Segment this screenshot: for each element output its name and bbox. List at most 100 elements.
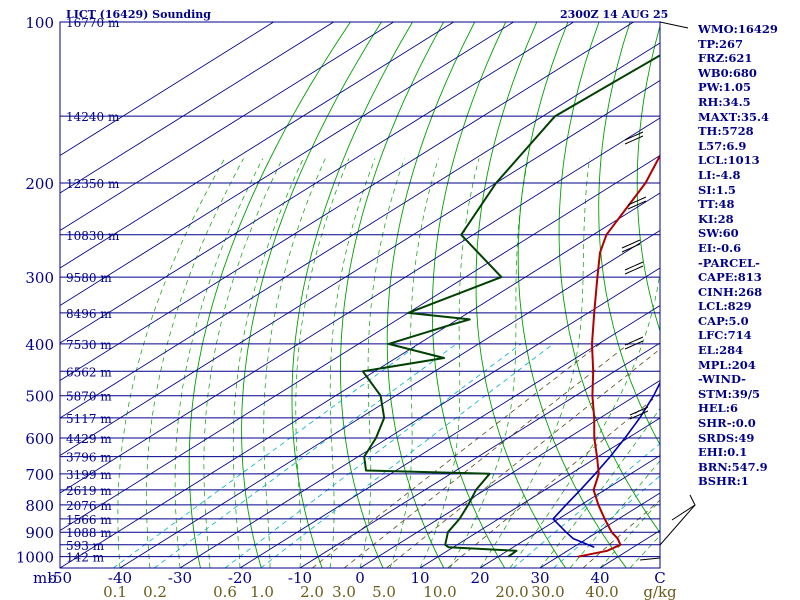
- dry-adiabat-line: [431, 22, 507, 568]
- height-label: 142 m: [66, 551, 105, 565]
- moist-adiabat-line: [449, 158, 529, 568]
- height-label: 16770 m: [66, 16, 120, 30]
- chart-time: 2300Z 14 AUG 25: [560, 8, 669, 21]
- dry-adiabat-line: [475, 22, 566, 568]
- dry-adiabat-line: [241, 22, 382, 568]
- pressure-tick-label: 200: [25, 175, 54, 193]
- indices-panel: WMO:16429 TP:267 FRZ:621 WB0:680 PW:1.05 RH:3…: [698, 22, 798, 489]
- index-value: EHI:0.1: [698, 445, 748, 460]
- moist-adiabat-line: [539, 407, 660, 568]
- index-value: BRN:547.9: [698, 459, 768, 474]
- mixing-ratio-label: 0.6: [213, 583, 237, 600]
- moist-adiabat-line: [599, 500, 660, 568]
- wind-barb: [624, 261, 644, 271]
- pressure-tick-label: 800: [25, 497, 54, 515]
- mixing-ratio-line: [312, 343, 601, 568]
- height-label: 12350 m: [66, 177, 120, 191]
- isotherm-line: [60, 22, 334, 194]
- index-value: WB0:680: [698, 65, 757, 80]
- wind-barb: [671, 494, 696, 521]
- mixing-ratio-label: 2.0: [300, 583, 324, 600]
- isotherm-line: [239, 304, 660, 568]
- isotherm-line: [419, 417, 660, 568]
- wind-barb: [659, 504, 696, 546]
- temperature-tick-label: 40: [590, 569, 609, 587]
- height-label: 2076 m: [66, 499, 112, 513]
- height-label: 3796 m: [66, 451, 112, 465]
- isotherm-line: [479, 454, 660, 568]
- isotherm-line: [60, 22, 394, 232]
- wind-barb: [624, 340, 644, 350]
- dry-adiabat-line: [188, 22, 351, 568]
- wind-barb: [629, 406, 649, 416]
- isotherm-line: [60, 22, 514, 307]
- index-value: TT:48: [698, 197, 735, 212]
- index-value: LCL:829: [698, 299, 752, 314]
- index-value: SW:60: [698, 226, 739, 241]
- mixing-ratio-line: [343, 343, 629, 568]
- index-value: BSHR:1: [698, 474, 749, 489]
- mixing-ratio-line: [386, 348, 660, 568]
- mixing-ratio-label: 1.0: [250, 583, 274, 600]
- moist-adiabat-line: [569, 460, 660, 568]
- index-value: CINH:268: [698, 284, 763, 299]
- moist-adiabat-line: [232, 158, 304, 568]
- index-value: L57:6.9: [698, 138, 747, 153]
- parcel-trace: [552, 381, 660, 548]
- pressure-tick-label: 400: [25, 336, 54, 354]
- index-value: SHR-:0.0: [698, 416, 756, 431]
- temperature-tick-label: -10: [288, 569, 312, 587]
- mixing-ratio-label: 20.0: [495, 583, 528, 600]
- isotherm-line: [60, 22, 574, 344]
- height-label: 9580 m: [66, 271, 112, 285]
- height-label: 6562 m: [66, 365, 112, 379]
- index-value: SRDS:49: [698, 430, 755, 445]
- isotherm-line: [60, 154, 660, 532]
- isotherm-line: [60, 22, 634, 382]
- isotherm-line: [359, 379, 660, 568]
- temperature-tick-label: 30: [530, 569, 549, 587]
- wind-barb: [659, 21, 689, 29]
- index-value: MAXT:35.4: [698, 109, 769, 124]
- wind-barb: [621, 239, 641, 249]
- mixing-ratio-line: [582, 499, 660, 568]
- index-value: CAPE:813: [698, 270, 762, 285]
- temperature-trace: [577, 153, 660, 558]
- moist-adiabat-line: [479, 158, 590, 568]
- temperature-tick-label: -40: [108, 569, 132, 587]
- isotherm-line: [119, 229, 660, 568]
- isobars: [60, 22, 660, 558]
- mixing-ratio-label: 40.0: [585, 583, 618, 600]
- index-value: FRZ:621: [698, 51, 753, 66]
- chart-title: LICT (16429) Sounding: [66, 8, 211, 21]
- mixing-ratio-unit-label: g/kg: [643, 583, 677, 600]
- index-value: -WIND-: [698, 372, 746, 387]
- temperature-tick-label: -30: [168, 569, 192, 587]
- index-value: KI:28: [698, 211, 734, 226]
- index-value: SI:1.5: [698, 182, 736, 197]
- wind-barb: [639, 557, 661, 561]
- temperature-tick-label: 10: [410, 569, 429, 587]
- wind-barb: [627, 196, 647, 206]
- wind-barb: [624, 131, 644, 141]
- moist-adiabat-line: [263, 158, 326, 568]
- wind-barb: [624, 135, 644, 145]
- moist-adiabat-line: [389, 158, 439, 568]
- height-label: 1566 m: [66, 513, 112, 527]
- index-value: EL:284: [698, 343, 744, 358]
- wind-barb: [629, 410, 649, 420]
- isotherm-line: [179, 267, 660, 568]
- moist-adiabat-line: [419, 158, 480, 568]
- height-label: 7530 m: [66, 338, 112, 352]
- isotherms: [60, 22, 660, 568]
- isotherm-line: [60, 79, 660, 457]
- moist-adiabats: [117, 158, 660, 568]
- height-label: 10830 m: [66, 229, 120, 243]
- index-value: HEL:6: [698, 401, 738, 416]
- pressure-tick-label: 1000: [16, 549, 54, 567]
- height-label: 5870 m: [66, 390, 112, 404]
- height-label: 8496 m: [66, 307, 112, 321]
- height-label: 14240 m: [66, 110, 120, 124]
